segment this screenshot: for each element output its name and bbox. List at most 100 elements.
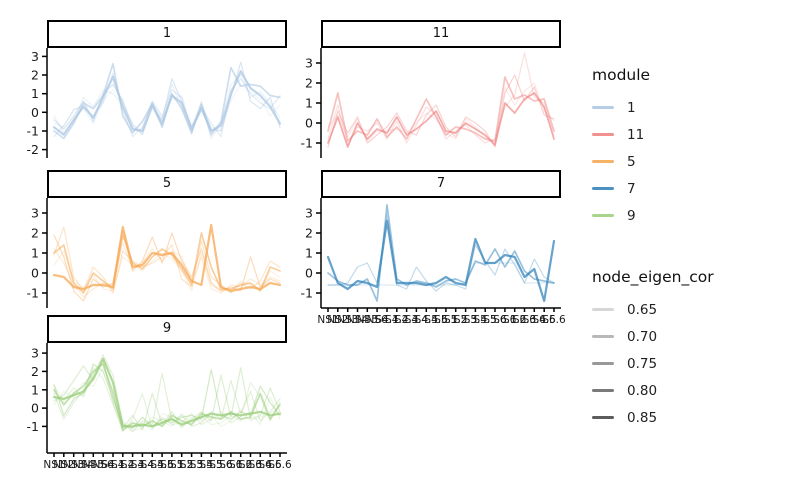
svg-text:2: 2 — [305, 76, 313, 91]
x-axis — [321, 307, 561, 312]
legend-module-title: module — [592, 66, 651, 84]
svg-text:-2: -2 — [27, 142, 39, 157]
svg-text:3: 3 — [305, 206, 313, 221]
legend-entry-label: 0.80 — [627, 382, 658, 399]
legend-entry-cor-085: 0.85 — [592, 404, 714, 431]
svg-text:NS3: NS3 — [337, 314, 358, 326]
svg-text:S4.5: S4.5 — [415, 314, 438, 326]
facet-plot-area: 3 2 1 0 -1 NS1 NS2 NS3 NS4 NS5 NS6 S4.1 S4.2 S4.3 S4.4… — [5, 343, 297, 473]
line-swatch-icon — [592, 187, 614, 190]
legend-entry-cor-080: 0.80 — [592, 377, 714, 404]
legend-entry-cor-075: 0.75 — [592, 350, 714, 377]
svg-text:0: 0 — [31, 266, 39, 281]
svg-text:0: 0 — [305, 266, 313, 281]
svg-text:NS3: NS3 — [63, 459, 84, 471]
svg-text:1: 1 — [305, 96, 313, 111]
svg-text:NS2: NS2 — [53, 459, 74, 471]
series-lines — [327, 52, 555, 148]
svg-text:S4.3: S4.3 — [395, 314, 418, 326]
svg-text:NS1: NS1 — [43, 459, 64, 471]
facet-strip-label: 1 — [47, 20, 287, 48]
facet-strip-label: 5 — [47, 170, 287, 198]
svg-text:S6.6: S6.6 — [268, 459, 292, 471]
y-tick-labels: 3 2 1 0 -1 — [301, 56, 314, 151]
svg-text:1: 1 — [31, 382, 39, 397]
svg-text:S5.4: S5.4 — [464, 314, 488, 326]
legend-entry-label: 9 — [627, 207, 636, 224]
legend-entry-label: 0.75 — [627, 355, 658, 372]
svg-text:S5.2: S5.2 — [170, 459, 193, 471]
svg-text:S4.3: S4.3 — [121, 459, 144, 471]
x-tick-labels: NS1NS2NS3NS4NS5NS6S4.1S4.2S4.3S4.4S4.5S4… — [317, 314, 566, 326]
svg-text:2: 2 — [31, 364, 39, 379]
legend-node-title: node_eigen_cor — [592, 268, 714, 286]
x-axis — [47, 452, 287, 457]
facet-strip-label: 7 — [321, 170, 561, 198]
x-tick-labels: NS1NS2NS3NS4NS5NS6S4.1S4.2S4.3S4.4S4.5S4… — [43, 459, 292, 471]
svg-text:S5.5: S5.5 — [474, 314, 497, 326]
svg-text:-1: -1 — [301, 286, 313, 301]
svg-text:S6.4: S6.4 — [249, 459, 273, 471]
svg-text:S4.2: S4.2 — [111, 459, 134, 471]
svg-text:3: 3 — [31, 49, 39, 64]
line-swatch-icon — [592, 214, 614, 217]
line-swatch-icon — [592, 362, 614, 365]
facet-plot-area: 3 2 1 0 -1 NS1 NS2 NS3 NS4 NS5 NS6 S4.1 S4.2 S4.3 S4.4… — [279, 198, 571, 328]
line-swatch-icon — [592, 416, 614, 419]
line-swatch-icon — [592, 160, 614, 163]
svg-text:S5.5: S5.5 — [200, 459, 223, 471]
legend-entry-label: 5 — [627, 153, 636, 170]
svg-text:NS6: NS6 — [366, 314, 388, 326]
line-swatch-icon — [592, 133, 614, 136]
svg-text:-1: -1 — [27, 286, 39, 301]
y-axis — [42, 343, 48, 453]
svg-text:S4.2: S4.2 — [385, 314, 408, 326]
svg-text:1: 1 — [31, 246, 39, 261]
svg-text:S4.6: S4.6 — [424, 314, 448, 326]
legend-entry-label: 11 — [627, 126, 645, 143]
svg-text:S6.2: S6.2 — [229, 459, 252, 471]
svg-text:S5.2: S5.2 — [444, 314, 467, 326]
y-axis — [316, 48, 322, 158]
svg-text:2: 2 — [305, 226, 313, 241]
line-swatch-icon — [592, 106, 614, 109]
series-lines — [52, 223, 282, 302]
facet-plot-area: 3 2 1 0 -1 -2 — [5, 48, 297, 160]
y-axis — [316, 198, 322, 308]
svg-text:-1: -1 — [27, 124, 39, 139]
svg-text:S6.4: S6.4 — [523, 314, 547, 326]
svg-text:NS5: NS5 — [357, 314, 378, 326]
svg-text:0: 0 — [31, 105, 39, 120]
y-axis — [42, 198, 48, 308]
svg-text:3: 3 — [305, 56, 313, 71]
svg-text:S5.1: S5.1 — [160, 459, 183, 471]
legend-entry-label: 1 — [627, 99, 636, 116]
svg-text:2: 2 — [31, 226, 39, 241]
svg-text:S4.1: S4.1 — [101, 459, 124, 471]
legend-entry-module-11: 11 — [592, 121, 650, 148]
series-lines — [52, 61, 282, 140]
svg-text:S4.5: S4.5 — [141, 459, 164, 471]
svg-text:S6.2: S6.2 — [503, 314, 526, 326]
y-tick-labels: 3 2 1 0 -1 — [27, 346, 40, 434]
legend-entry-module-1: 1 — [592, 94, 650, 121]
facet-plot-area: 3 2 1 0 -1 — [5, 198, 297, 310]
svg-text:S6.1: S6.1 — [219, 459, 242, 471]
line-swatch-icon — [592, 335, 614, 338]
line-swatch-icon — [592, 389, 614, 392]
svg-text:S6.3: S6.3 — [513, 314, 536, 326]
legend-module: module 1 11 5 7 9 — [592, 66, 650, 229]
line-swatch-icon — [592, 308, 614, 311]
legend-node-eigen-cor: node_eigen_cor 0.65 0.70 0.75 0.80 0.85 — [592, 268, 714, 431]
svg-text:S5.1: S5.1 — [434, 314, 457, 326]
y-tick-labels: 3 2 1 0 -1 — [301, 206, 314, 301]
y-tick-labels: 3 2 1 0 -1 -2 — [27, 49, 40, 157]
series-lines — [52, 354, 282, 433]
svg-text:S5.4: S5.4 — [190, 459, 214, 471]
svg-text:S5.6: S5.6 — [483, 314, 507, 326]
svg-text:NS2: NS2 — [327, 314, 348, 326]
svg-text:1: 1 — [31, 86, 39, 101]
svg-text:-1: -1 — [301, 136, 313, 151]
legend-entry-label: 0.70 — [627, 328, 658, 345]
